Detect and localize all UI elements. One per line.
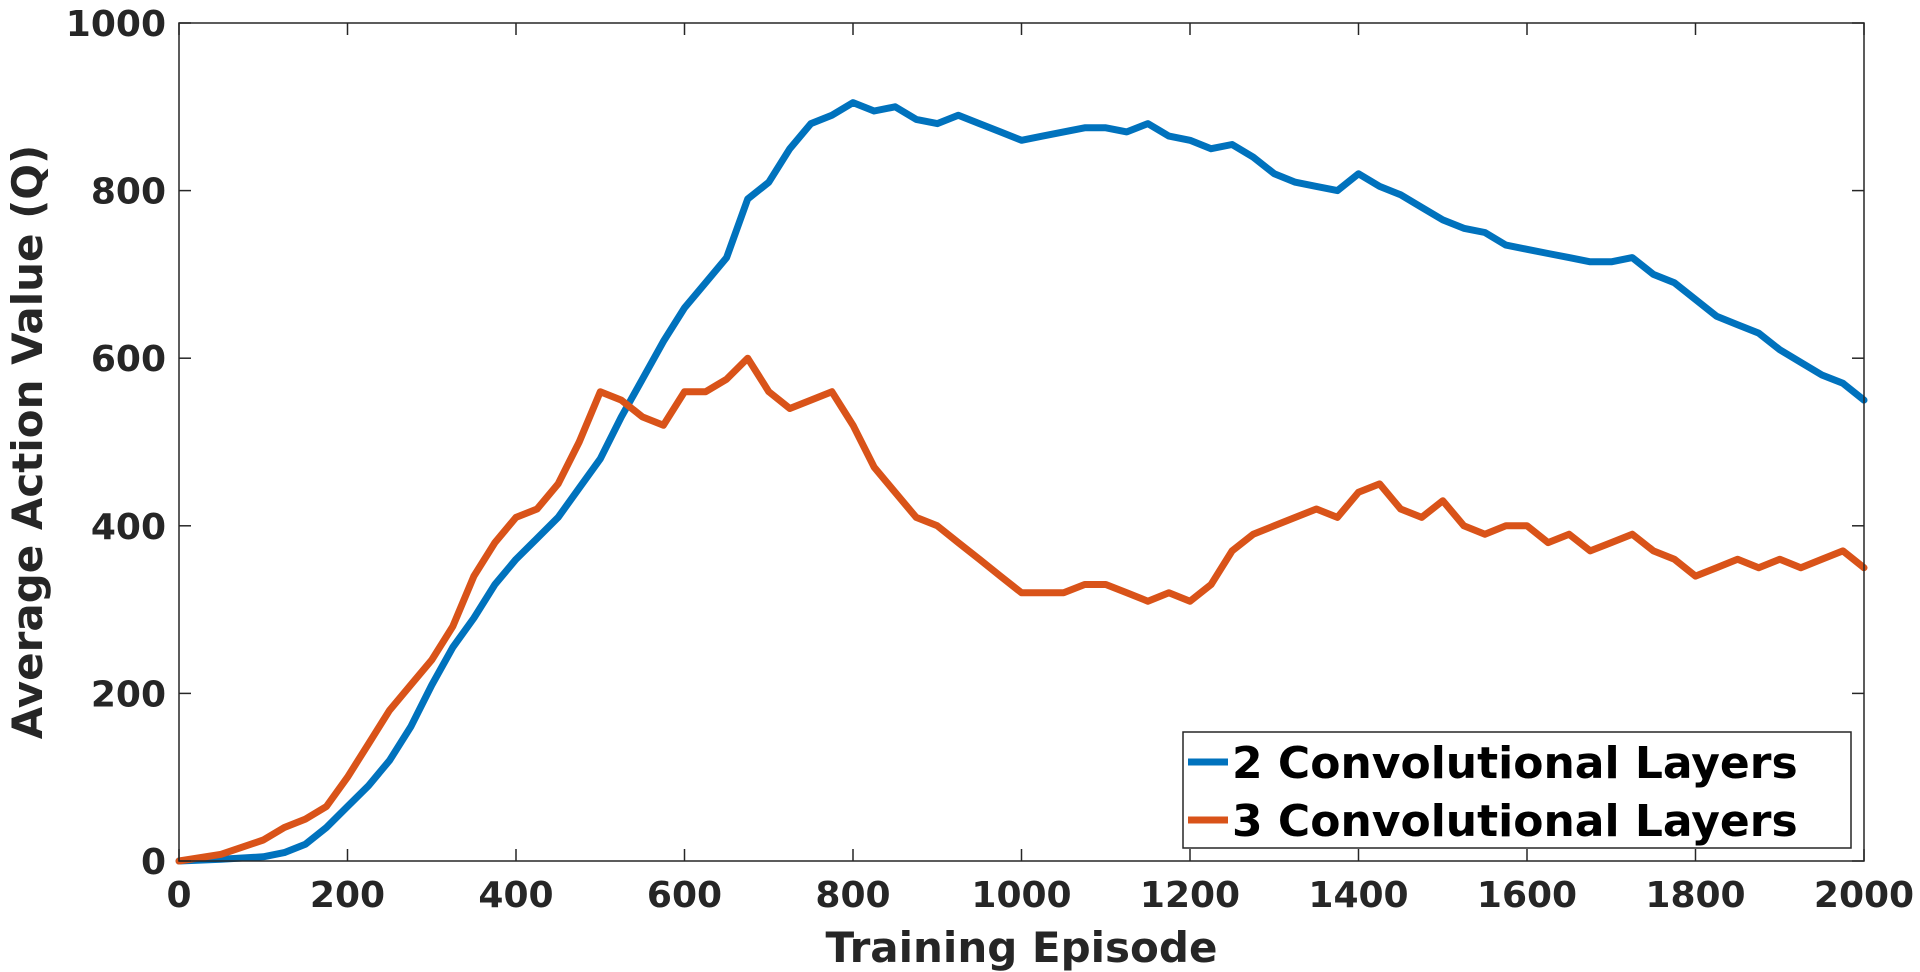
plot-area — [179, 23, 1864, 861]
y-tick-label: 800 — [91, 172, 166, 213]
legend-box — [1182, 731, 1852, 849]
y-tick-label: 400 — [91, 507, 166, 548]
x-tick-label: 1000 — [971, 875, 1071, 916]
x-tick-label: 400 — [478, 875, 553, 916]
x-tick-label: 1200 — [1140, 875, 1240, 916]
y-tick-label: 0 — [141, 842, 166, 883]
x-tick-label: 0 — [166, 875, 191, 916]
y-tick-label: 200 — [91, 674, 166, 715]
x-axis-title: Training Episode — [826, 923, 1218, 972]
tick-layer: 0 200 400 600 800 1000 1200 1400 1600 1800 2000 0 20… — [66, 4, 1914, 916]
x-tick-label: 1800 — [1645, 875, 1745, 916]
x-tick-label: 600 — [647, 875, 722, 916]
x-tick-label: 200 — [310, 875, 385, 916]
legend-label-series-2: 3 Convolutional Layers — [1232, 796, 1798, 847]
x-tick-label: 1400 — [1308, 875, 1408, 916]
x-tick-label: 800 — [815, 875, 890, 916]
legend: 2 Convolutional Layers 3 Convolutional L… — [1182, 731, 1852, 849]
x-tick-label: 1600 — [1477, 875, 1577, 916]
legend-label-series-1: 2 Convolutional Layers — [1232, 738, 1798, 789]
series-layer — [175, 99, 1868, 865]
series-line-1 — [175, 99, 1868, 865]
y-tick-label: 600 — [91, 339, 166, 380]
y-tick-label: 1000 — [66, 4, 166, 45]
y-axis-title: Average Action Value (Q) — [3, 145, 52, 739]
series-line-2 — [175, 354, 1868, 865]
x-tick-label: 2000 — [1814, 875, 1914, 916]
